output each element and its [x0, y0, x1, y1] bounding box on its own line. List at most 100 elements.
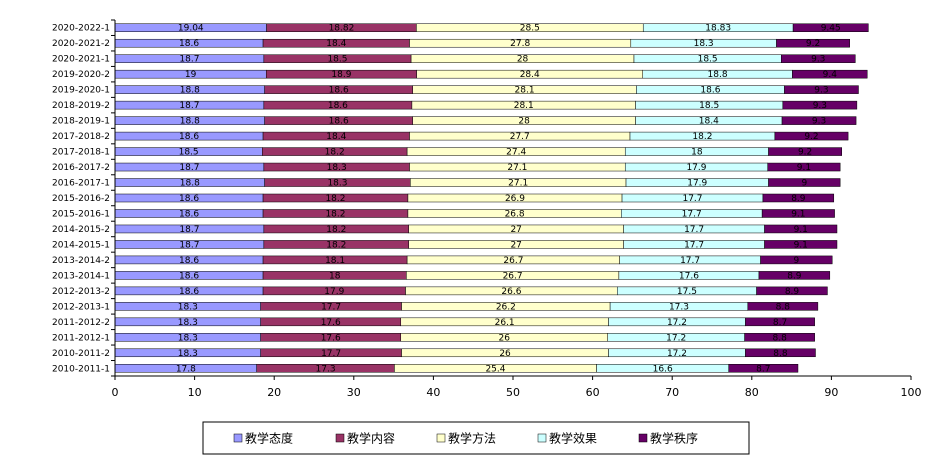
- data-label: 17.3: [669, 302, 689, 312]
- data-label: 18.3: [178, 333, 198, 343]
- data-label: 18.2: [325, 194, 345, 204]
- data-label: 18.6: [179, 287, 199, 297]
- data-label: 17.7: [684, 225, 704, 235]
- data-label: 18.6: [179, 39, 199, 49]
- data-label: 26.8: [505, 209, 525, 219]
- category-label: 2013-2014-1: [52, 271, 110, 281]
- data-label: 9.3: [812, 117, 826, 127]
- category-label: 2010-2011-1: [52, 364, 110, 374]
- legend-label: 教学秩序: [650, 431, 698, 446]
- data-label: 8.9: [787, 271, 802, 281]
- data-label: 18.2: [325, 148, 345, 158]
- data-label: 18.3: [327, 179, 347, 189]
- category-label: 2013-2014-2: [52, 256, 110, 266]
- data-label: 9: [801, 179, 807, 189]
- data-label: 28.4: [520, 70, 540, 80]
- bar-segment: [781, 54, 856, 63]
- data-label: 26.7: [503, 271, 523, 281]
- bar-segment: [756, 286, 828, 296]
- bar-segment: [776, 38, 850, 48]
- bar-segment: [728, 364, 799, 373]
- legend-box: [202, 421, 750, 455]
- bar-segment: [745, 348, 816, 358]
- data-label: 18.6: [179, 256, 199, 266]
- data-label: 9.1: [791, 209, 805, 219]
- category-label: 2018-2019-2: [52, 101, 110, 111]
- category-label: 2010-2011-2: [52, 349, 110, 359]
- data-label: 17.9: [324, 287, 344, 297]
- legend-label: 教学效果: [549, 431, 597, 446]
- data-label: 18.7: [179, 55, 199, 65]
- category-label: 2011-2012-1: [52, 333, 110, 343]
- data-label: 17.7: [680, 256, 700, 266]
- data-label: 18.6: [328, 101, 348, 111]
- data-label: 9.2: [798, 148, 812, 158]
- data-label: 17.7: [321, 302, 341, 312]
- data-label: 9.3: [811, 55, 825, 65]
- legend: 教学态度 教学内容 教学方法 教学效果 教学秩序: [202, 421, 750, 455]
- category-label: 2016-2017-1: [52, 179, 110, 189]
- data-label: 18.7: [179, 225, 199, 235]
- data-label: 18.83: [705, 24, 731, 34]
- data-label: 26.2: [496, 302, 516, 312]
- data-label: 8.8: [773, 349, 788, 359]
- category-label: 2019-2020-2: [52, 70, 110, 80]
- data-label: 18.5: [698, 55, 718, 65]
- data-label: 8.9: [791, 194, 806, 204]
- data-label: 18.8: [180, 86, 200, 96]
- bar-segment: [781, 116, 857, 125]
- bars-group: 19.04 18.82 28.5 18.83 9.45 18.6 18.4 27.8 18.3 9…: [114, 23, 869, 374]
- data-label: 18.6: [700, 86, 720, 96]
- data-label: 17.9: [686, 163, 706, 173]
- data-label: 27.8: [510, 39, 530, 49]
- bar-segment: [792, 23, 869, 32]
- data-label: 18.6: [179, 194, 199, 204]
- category-label: 2014-2015-1: [52, 240, 110, 250]
- data-label: 17.2: [666, 333, 686, 343]
- data-label: 27: [510, 240, 521, 250]
- data-label: 18.3: [178, 302, 198, 312]
- data-label: 18.1: [325, 256, 345, 266]
- data-label: 17.7: [682, 194, 702, 204]
- legend-swatch: [233, 433, 243, 443]
- data-label: 17.3: [316, 364, 336, 374]
- legend-swatch: [436, 433, 446, 443]
- data-label: 18.7: [179, 240, 199, 250]
- bar-segment: [767, 162, 841, 172]
- legend-swatch: [335, 433, 345, 443]
- data-label: 18.8: [180, 179, 200, 189]
- data-label: 9.1: [794, 225, 808, 235]
- legend-label: 教学态度: [245, 431, 293, 446]
- data-label: 18.4: [326, 39, 346, 49]
- data-label: 17.6: [321, 318, 341, 328]
- category-label: 2012-2013-2: [52, 287, 110, 297]
- data-label: 18.6: [179, 132, 199, 142]
- data-label: 18.4: [699, 117, 719, 127]
- x-tick-label: 30: [347, 386, 361, 399]
- data-label: 18.6: [179, 209, 199, 219]
- data-label: 17.6: [679, 271, 699, 281]
- category-label: 2012-2013-1: [52, 302, 110, 312]
- bar-segment: [761, 209, 835, 218]
- data-label: 26.1: [495, 318, 515, 328]
- data-label: 9.2: [804, 132, 818, 142]
- data-label: 17.9: [687, 179, 707, 189]
- data-label: 17.7: [684, 240, 704, 250]
- bar-segment: [747, 302, 819, 311]
- data-label: 18.3: [178, 318, 198, 328]
- data-label: 17.7: [321, 349, 341, 359]
- data-label: 8.8: [772, 333, 787, 343]
- data-label: 27.7: [510, 132, 530, 142]
- data-label: 18.2: [326, 240, 346, 250]
- data-label: 27.1: [508, 179, 528, 189]
- bar-segment: [758, 271, 831, 280]
- data-label: 26.9: [505, 194, 525, 204]
- category-label: 2017-2018-2: [52, 132, 110, 142]
- category-label: 2015-2016-2: [52, 194, 110, 204]
- data-label: 17.2: [667, 349, 687, 359]
- data-label: 17.7: [682, 209, 702, 219]
- bar-segment: [745, 317, 815, 327]
- data-label: 9.45: [821, 24, 841, 34]
- data-label: 26: [499, 333, 511, 343]
- data-label: 18.9: [331, 70, 351, 80]
